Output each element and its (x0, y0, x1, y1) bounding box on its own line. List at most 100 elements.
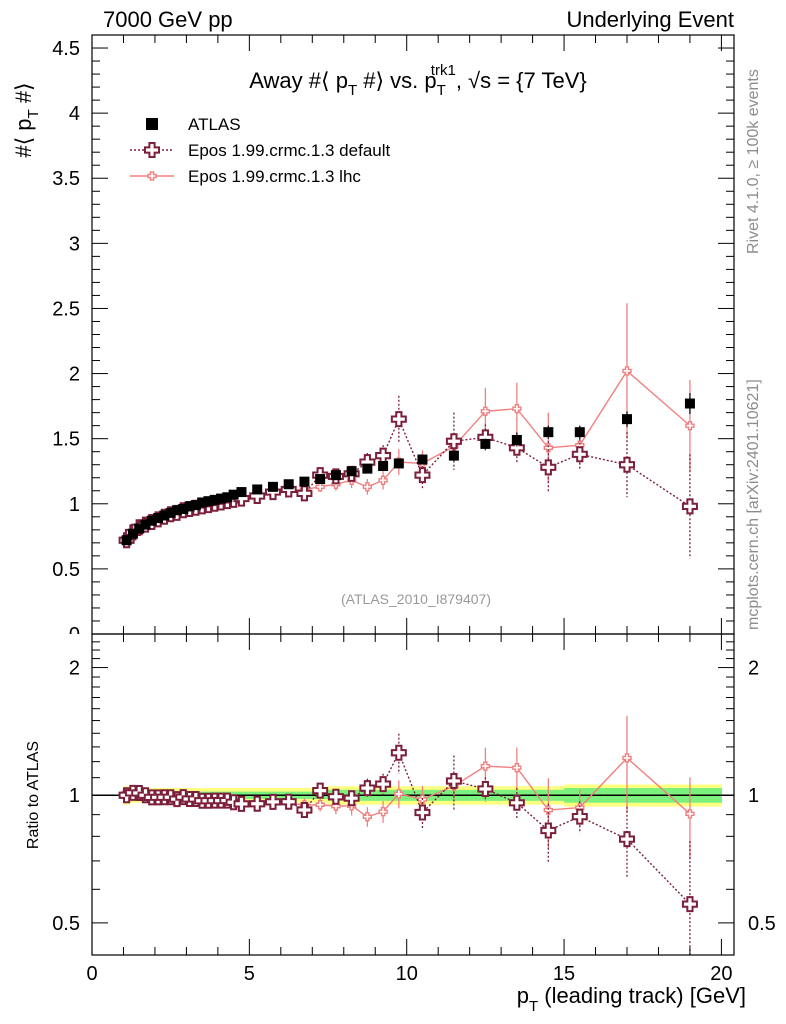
atlas-point (146, 515, 157, 526)
atlas-point (127, 528, 138, 539)
lhc-marker (315, 482, 325, 492)
y-tick-label: 3 (69, 233, 80, 255)
lhc-marker (378, 475, 388, 486)
lhc-marker (543, 443, 554, 453)
atlas-point (543, 427, 554, 438)
atlas-point (346, 466, 357, 477)
atlas-point (216, 493, 227, 504)
ratio-lhc-marker (480, 761, 491, 771)
y-tick-label: 4 (69, 103, 80, 125)
y-tick-label: 3.5 (52, 168, 80, 190)
legend-atlas-marker (146, 118, 158, 130)
atlas-point (203, 496, 214, 507)
x-tick-label: 20 (710, 963, 732, 985)
legend-entry-label: ATLAS (188, 115, 241, 134)
ratio-lhc-marker (543, 805, 554, 815)
mcplots-label: mcplots.cern.ch [arXiv:2401.10621] (745, 379, 762, 630)
main-series-layer (118, 303, 698, 559)
default-marker (540, 459, 557, 476)
y-axis-label: #⟨ pT #⟩ (11, 82, 42, 157)
ratio-default-marker (681, 896, 698, 913)
atlas-point (315, 474, 326, 485)
ratio-y-tick-label: 0.5 (52, 913, 80, 935)
ratio-default-marker (445, 773, 462, 790)
ratio-y-tick-label: 1 (69, 785, 80, 807)
lhc-marker (622, 366, 632, 376)
legend-default-marker (144, 142, 160, 158)
atlas-point (140, 519, 151, 530)
default-marker (414, 467, 431, 484)
ratio-series-layer (118, 715, 698, 955)
atlas-point (134, 523, 145, 534)
ratio-default-marker (249, 795, 266, 812)
x-tick-label: 10 (396, 963, 418, 985)
ratio-lhc-marker (512, 763, 522, 773)
atlas-point (448, 450, 459, 461)
ratio-lhc-marker (685, 809, 695, 819)
y-tick-label: 1.5 (52, 429, 80, 451)
chart-title: Away #⟨ pT #⟩ vs. pTtrk1, √s = {7 TeV} (249, 62, 587, 99)
ratio-default-marker (390, 744, 407, 761)
atlas-point (267, 481, 278, 492)
atlas-point (283, 479, 294, 490)
ratio-y-tick-label-right: 1 (748, 785, 759, 807)
ratio-default-marker (359, 780, 376, 797)
ratio-default-marker (264, 793, 281, 810)
default-marker (390, 411, 407, 428)
ratio-default-marker (571, 808, 588, 825)
ratio-default-marker (312, 782, 329, 799)
legend-entry-label: Epos 1.99.crmc.1.3 default (188, 141, 391, 160)
ratio-frame (91, 633, 735, 956)
atlas-point (236, 487, 247, 498)
x-axis-label: pT (leading track) [GeV] (517, 983, 746, 1015)
ratio-default-marker (619, 831, 635, 848)
atlas-point (228, 489, 239, 500)
atlas-point (684, 398, 695, 409)
ratio-default-marker (343, 790, 360, 807)
default-marker (619, 456, 635, 473)
atlas-point (393, 458, 404, 469)
ratio-y-tick-label-right: 2 (748, 658, 759, 680)
lhc-marker (480, 406, 491, 417)
default-marker (296, 485, 313, 502)
x-tick-label: 5 (244, 963, 255, 985)
atlas-point (184, 501, 195, 512)
ratio-default-marker (508, 794, 525, 811)
ratio-default-marker (233, 795, 250, 812)
header-right-label: Underlying Event (566, 7, 734, 32)
y-tick-label: 0.5 (52, 559, 80, 581)
atlas-point (480, 438, 491, 449)
ratio-default-marker (327, 788, 344, 805)
y-tick-label: 1 (69, 494, 80, 516)
atlas-point (178, 503, 189, 514)
legend: ATLAS Epos 1.99.crmc.1.3 default Epos 1.99… (130, 115, 391, 186)
lhc-marker (685, 420, 695, 431)
atlas-point (330, 470, 341, 481)
ratio-lhc-marker (394, 789, 404, 799)
ratio-default-marker (414, 804, 431, 821)
atlas-point (190, 500, 201, 511)
ratio-default-marker (296, 801, 313, 818)
default-marker (571, 446, 588, 463)
ratio-lhc-marker (622, 753, 632, 763)
y-tick-label: 0 (69, 624, 80, 646)
atlas-point (417, 454, 428, 465)
ratio-default-marker (540, 822, 557, 839)
y-tick-label: 4.5 (52, 38, 80, 60)
ratio-y-axis-label: Ratio to ATLAS (25, 741, 42, 849)
legend-lhc-marker (147, 171, 157, 181)
rivet-version-label: Rivet 4.1.0, ≥ 100k events (745, 69, 762, 254)
analysis-id-watermark: (ATLAS_2010_I879407) (341, 591, 491, 607)
ratio-default-marker (280, 793, 297, 810)
atlas-point (378, 461, 389, 472)
atlas-point (574, 427, 585, 438)
default-marker (508, 439, 525, 456)
atlas-point (165, 507, 176, 518)
ratio-default-marker (477, 781, 494, 798)
lhc-marker (512, 404, 522, 414)
atlas-point (299, 476, 310, 487)
atlas-point (209, 494, 220, 505)
y-tick-label: 2 (69, 364, 80, 386)
ratio-y-tick-label-right: 0.5 (748, 913, 776, 935)
